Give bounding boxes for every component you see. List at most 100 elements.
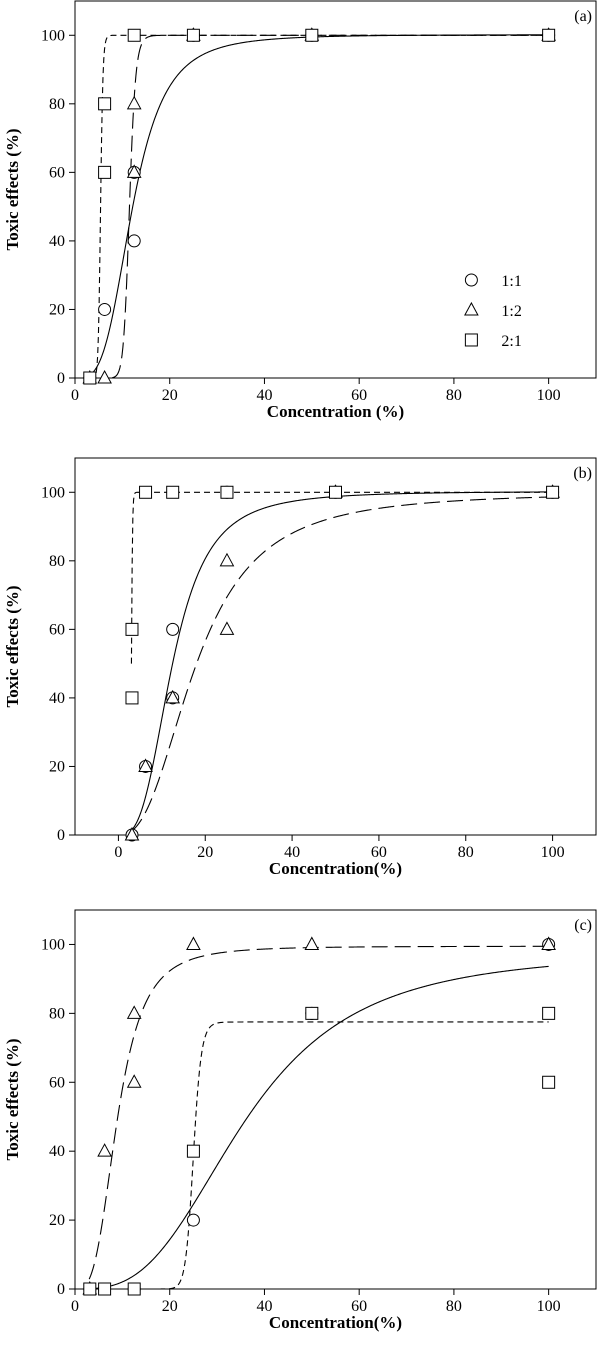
x-tick-label: 80 <box>446 387 462 404</box>
data-point-square <box>166 485 180 499</box>
data-point-triangle <box>126 164 142 178</box>
plot-frame <box>74 0 597 379</box>
data-point-triangle <box>97 1143 112 1157</box>
fit-curve-circle <box>88 34 549 376</box>
data-point-square <box>542 28 556 42</box>
x-tick-label: 80 <box>446 1298 462 1315</box>
panel-label: (c) <box>574 917 592 934</box>
data-point-triangle <box>219 621 235 635</box>
data-point-circle <box>166 622 180 636</box>
x-axis-title: Concentration (%) <box>267 402 404 421</box>
fit-curve-triangle <box>89 34 549 379</box>
data-point-square <box>305 1006 319 1020</box>
fit-curve-square <box>130 491 553 664</box>
fit-curve-square <box>89 34 549 379</box>
panel-label: (a) <box>574 8 592 25</box>
y-tick-label: 100 <box>41 936 65 953</box>
data-point-circle <box>127 234 141 248</box>
fit-curve-square <box>89 1021 549 1290</box>
x-tick-label: 100 <box>537 387 561 404</box>
plot-frame <box>74 909 597 1290</box>
legend-marker-triangle <box>464 301 479 316</box>
data-point-square <box>546 485 560 499</box>
x-tick-label: 40 <box>256 1298 272 1315</box>
data-point-square <box>127 28 141 42</box>
x-tick-label: 60 <box>371 844 387 861</box>
x-tick-label: 0 <box>114 844 122 861</box>
y-tick-label: 20 <box>49 758 65 775</box>
y-tick-label: 60 <box>49 164 65 181</box>
y-tick-label: 20 <box>49 301 65 318</box>
y-tick-label: 80 <box>49 96 65 113</box>
x-tick-label: 0 <box>71 387 79 404</box>
y-tick-label: 100 <box>41 484 65 501</box>
data-point-triangle <box>138 758 153 772</box>
x-tick-label: 80 <box>458 844 474 861</box>
y-axis-title: Toxic effects (%) <box>3 128 22 250</box>
data-point-square <box>220 485 234 499</box>
x-tick-label: 20 <box>197 844 213 861</box>
x-tick-label: 60 <box>351 387 367 404</box>
y-axis-title: Toxic effects (%) <box>3 585 22 707</box>
data-point-triangle <box>124 826 140 841</box>
x-tick-label: 0 <box>71 1298 79 1315</box>
legend-label: 2:1 <box>501 333 521 350</box>
chart-panel-2: 0 20 40 60 80 100 0 20 40 60 80 100 Concentration(%)… <box>3 457 597 878</box>
data-point-square <box>329 485 342 499</box>
y-tick-label: 80 <box>49 1005 65 1022</box>
x-tick-label: 40 <box>256 387 272 404</box>
data-point-square <box>83 1282 97 1296</box>
data-point-square <box>98 1282 112 1296</box>
data-point-square <box>125 691 139 705</box>
legend-label: 1:1 <box>501 273 521 290</box>
data-point-triangle <box>97 369 112 384</box>
x-tick-label: 60 <box>351 1298 367 1315</box>
legend-marker-circle <box>464 273 478 287</box>
data-point-circle <box>98 302 112 316</box>
x-tick-label: 100 <box>537 1298 561 1315</box>
data-point-square <box>98 97 112 111</box>
x-tick-label: 100 <box>541 844 565 861</box>
x-axis-title: Concentration(%) <box>269 859 402 878</box>
data-point-square <box>98 165 112 179</box>
fit-curve-circle <box>89 965 549 1290</box>
fit-curve-circle <box>131 491 553 831</box>
y-tick-label: 0 <box>57 370 65 387</box>
data-point-square <box>186 28 200 42</box>
x-tick-label: 40 <box>284 844 300 861</box>
legend-marker-square <box>464 333 478 347</box>
data-point-triangle <box>126 95 142 110</box>
y-axis-title: Toxic effects (%) <box>3 1038 22 1160</box>
y-tick-label: 100 <box>41 27 65 44</box>
data-point-square <box>186 1144 200 1158</box>
y-tick-label: 40 <box>49 690 65 707</box>
data-point-triangle <box>165 689 181 704</box>
data-point-square <box>305 28 319 42</box>
y-tick-label: 40 <box>49 1143 65 1160</box>
legend-label: 1:2 <box>501 303 521 320</box>
x-tick-label: 20 <box>162 387 178 404</box>
data-point-triangle <box>541 936 556 950</box>
data-point-square <box>127 1282 141 1296</box>
plot-frame <box>74 457 597 836</box>
y-tick-label: 20 <box>49 1212 65 1229</box>
chart-panel-3: 0 20 40 60 80 100 0 20 40 60 80 100 Concentration(%)… <box>3 909 597 1332</box>
y-tick-label: 60 <box>49 1074 65 1091</box>
x-axis-title: Concentration(%) <box>269 1313 402 1332</box>
data-point-triangle <box>304 936 320 950</box>
data-point-square <box>125 622 139 636</box>
y-tick-label: 0 <box>57 827 65 844</box>
data-point-square <box>139 485 153 499</box>
data-point-triangle <box>126 1005 142 1019</box>
data-point-triangle <box>126 1074 142 1088</box>
y-tick-label: 40 <box>49 233 65 250</box>
data-point-triangle <box>219 552 235 567</box>
y-tick-label: 80 <box>49 553 65 570</box>
y-tick-label: 60 <box>49 621 65 638</box>
x-tick-label: 20 <box>162 1298 178 1315</box>
data-point-triangle <box>186 936 201 950</box>
fit-curve-triangle <box>131 496 553 832</box>
fit-curve-triangle <box>88 945 549 1280</box>
y-tick-label: 0 <box>57 1281 65 1298</box>
